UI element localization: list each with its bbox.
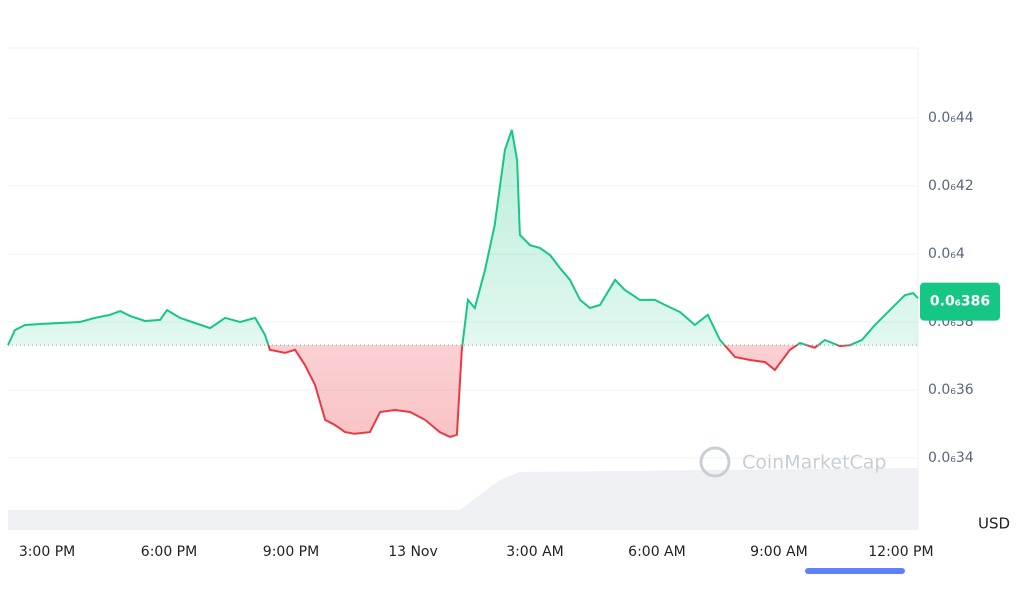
area-down [8, 345, 851, 437]
volume-shade [8, 468, 918, 530]
y-tick-label: 0.0₆42 [928, 178, 974, 194]
range-handle [805, 568, 905, 574]
price-tag-label: 0.0₆386 [930, 294, 990, 310]
watermark: CoinMarketCap [742, 452, 887, 474]
watermark-logo [699, 446, 731, 478]
price-line-up [7, 129, 919, 346]
x-tick-label: 6:00 PM [141, 544, 197, 560]
y-tick-label: 0.0₆34 [928, 450, 974, 466]
x-tick-label: 3:00 AM [506, 544, 564, 560]
x-tick-label: 3:00 PM [19, 544, 75, 560]
y-tick-label: 0.0₆44 [928, 110, 974, 126]
area-up [8, 129, 918, 346]
y-tick-label: 0.0₆36 [928, 382, 974, 398]
x-tick-label: 13 Nov [388, 544, 438, 560]
y-axis-unit: USD [978, 515, 1010, 533]
y-tick-label: 0.0₆4 [928, 246, 965, 262]
x-tick-label: 9:00 PM [263, 544, 319, 560]
x-tick-label: 9:00 AM [750, 544, 808, 560]
x-tick-label: 12:00 PM [868, 544, 933, 560]
price-tag [920, 282, 1000, 321]
x-tick-label: 6:00 AM [628, 544, 686, 560]
price-line-down [7, 345, 853, 438]
